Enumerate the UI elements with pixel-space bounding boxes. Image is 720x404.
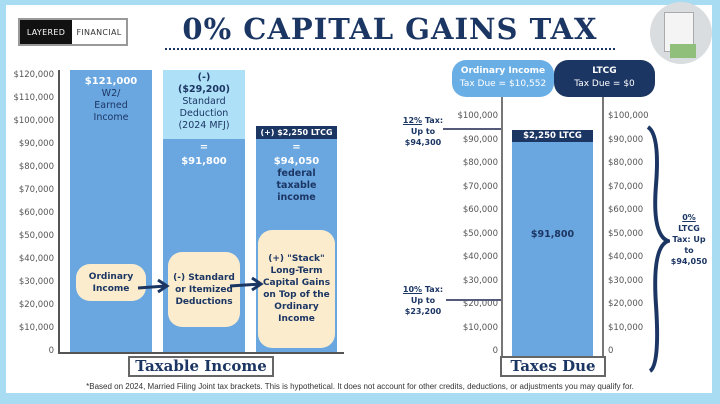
note-text: Tax: Up to $23,200: [404, 285, 444, 316]
left-x-axis: [58, 352, 344, 354]
bracket-line-10: [446, 299, 501, 301]
equals-sign: =: [292, 142, 301, 153]
right-y-tick-label: 0: [608, 346, 614, 356]
y-tick-label: $20,000: [18, 300, 54, 310]
taxable-amount: $94,050: [273, 156, 320, 167]
left-y-axis: [58, 70, 60, 353]
y-tick-label: $110,000: [13, 93, 54, 103]
taxable-label: federal taxable income: [276, 168, 317, 203]
header-ltcg: LTCG Tax Due = $0: [554, 60, 655, 97]
footnote: *Based on 2024, Married Filing Joint tax…: [86, 382, 634, 391]
right-y-tick-label: $70,000: [608, 181, 644, 192]
y-tick-label: 0: [48, 346, 54, 356]
left-y-tick-label: $100,000: [457, 111, 498, 121]
net-amount: $91,800: [181, 156, 227, 167]
right-y-tick-label: $30,000: [608, 275, 644, 286]
left-y-tick-label: $60,000: [462, 205, 498, 215]
pill-stack-ltcg: (+) "Stack" Long-Term Capital Gains on T…: [258, 230, 335, 348]
right-y-tick-label: $40,000: [608, 252, 644, 262]
bar-taxes-due: $91,800: [512, 142, 593, 375]
pill-ordinary-income: Ordinary Income: [76, 264, 146, 301]
taxable-income-label: Taxable Income: [128, 356, 274, 377]
y-tick-label: $10,000: [18, 323, 54, 333]
note-text: Tax: Up to $94,300: [404, 116, 444, 147]
right-y-tick-label: $10,000: [608, 322, 644, 333]
note-pct: 0%: [682, 213, 696, 222]
calculator-image: [650, 2, 712, 64]
right-left-axis: [501, 97, 503, 377]
left-y-tick-label: $50,000: [462, 228, 498, 239]
note-text: LTCG Tax: Up to $94,050: [670, 224, 708, 266]
right-y-tick-label: $50,000: [608, 228, 644, 239]
title-underline: [165, 48, 615, 50]
note-10-pct: 10% Tax: Up to $23,200: [400, 284, 446, 317]
left-y-tick-label: $70,000: [462, 181, 498, 192]
left-y-tick-label: $90,000: [462, 134, 498, 145]
y-tick-label: $70,000: [18, 185, 54, 195]
minus-sign: (-): [197, 72, 211, 83]
bar-amount: $121,000: [84, 76, 138, 87]
deduction-amount: ($29,200): [178, 84, 230, 95]
bar-earned-income: $121,000 W2/ Earned Income: [70, 70, 152, 352]
right-right-axis: [602, 97, 604, 377]
right-y-tick-label: $20,000: [608, 299, 644, 309]
equals-sign: =: [199, 142, 209, 153]
y-tick-label: $120,000: [13, 70, 54, 80]
bar-ltcg-cap-right: $2,250 LTCG: [512, 130, 593, 142]
deduction-label: Standard Deduction (2024 MFJ): [178, 96, 230, 131]
logo-right: FINANCIAL: [76, 27, 122, 37]
right-y-tick-label: $80,000: [608, 158, 644, 168]
note-0-pct: 0% LTCG Tax: Up to $94,050: [668, 212, 710, 267]
y-tick-label: $30,000: [18, 277, 54, 287]
right-y-tick-label: $60,000: [608, 205, 644, 215]
logo-left: LAYERED: [20, 20, 72, 44]
left-y-tick-label: $80,000: [462, 158, 498, 168]
header-tax: Tax Due = $0: [574, 79, 635, 89]
header-tax: Tax Due = $10,552: [459, 79, 547, 89]
header-ordinary-income: Ordinary Income Tax Due = $10,552: [452, 60, 554, 97]
arrows: [137, 276, 264, 294]
left-y-tick-label: $10,000: [462, 322, 498, 333]
left-y-tick-label: 0: [492, 346, 498, 356]
left-y-tick-label: $40,000: [462, 252, 498, 262]
logo: LAYERED FINANCIAL: [18, 18, 128, 46]
y-tick-label: $60,000: [18, 208, 54, 218]
bar-value: $91,800: [530, 229, 575, 240]
y-tick-label: $40,000: [18, 254, 54, 264]
header-title: Ordinary Income: [460, 66, 546, 76]
y-tick-label: $100,000: [13, 116, 54, 126]
right-y-tick-label: $90,000: [608, 134, 644, 145]
bar-deduction: (-) ($29,200) Standard Deduction (2024 M…: [163, 70, 245, 139]
bar-label: W2/ Earned Income: [93, 88, 129, 123]
taxes-due-label: Taxes Due: [500, 356, 606, 377]
left-y-tick-label: $20,000: [462, 299, 498, 309]
bar-ltcg-cap: (+) $2,250 LTCG: [256, 126, 337, 139]
note-pct: 12%: [402, 116, 423, 125]
arrow-icon: [137, 278, 170, 294]
left-y-tick-label: $30,000: [462, 275, 498, 286]
arrow-icon: [229, 276, 264, 292]
note-pct: 10%: [402, 285, 423, 294]
y-tick-label: $50,000: [18, 231, 54, 241]
header-title: LTCG: [592, 66, 617, 76]
page-title: 0% CAPITAL GAINS TAX: [182, 12, 598, 46]
brace-icon: [646, 125, 670, 373]
bracket-line-12: [443, 128, 501, 130]
y-tick-label: $90,000: [18, 139, 54, 149]
y-tick-label: $80,000: [18, 162, 54, 172]
note-12-pct: 12% Tax: Up to $94,300: [400, 115, 446, 148]
right-y-tick-label: $100,000: [608, 111, 649, 121]
pill-deductions: (-) Standard or Itemized Deductions: [168, 252, 240, 327]
